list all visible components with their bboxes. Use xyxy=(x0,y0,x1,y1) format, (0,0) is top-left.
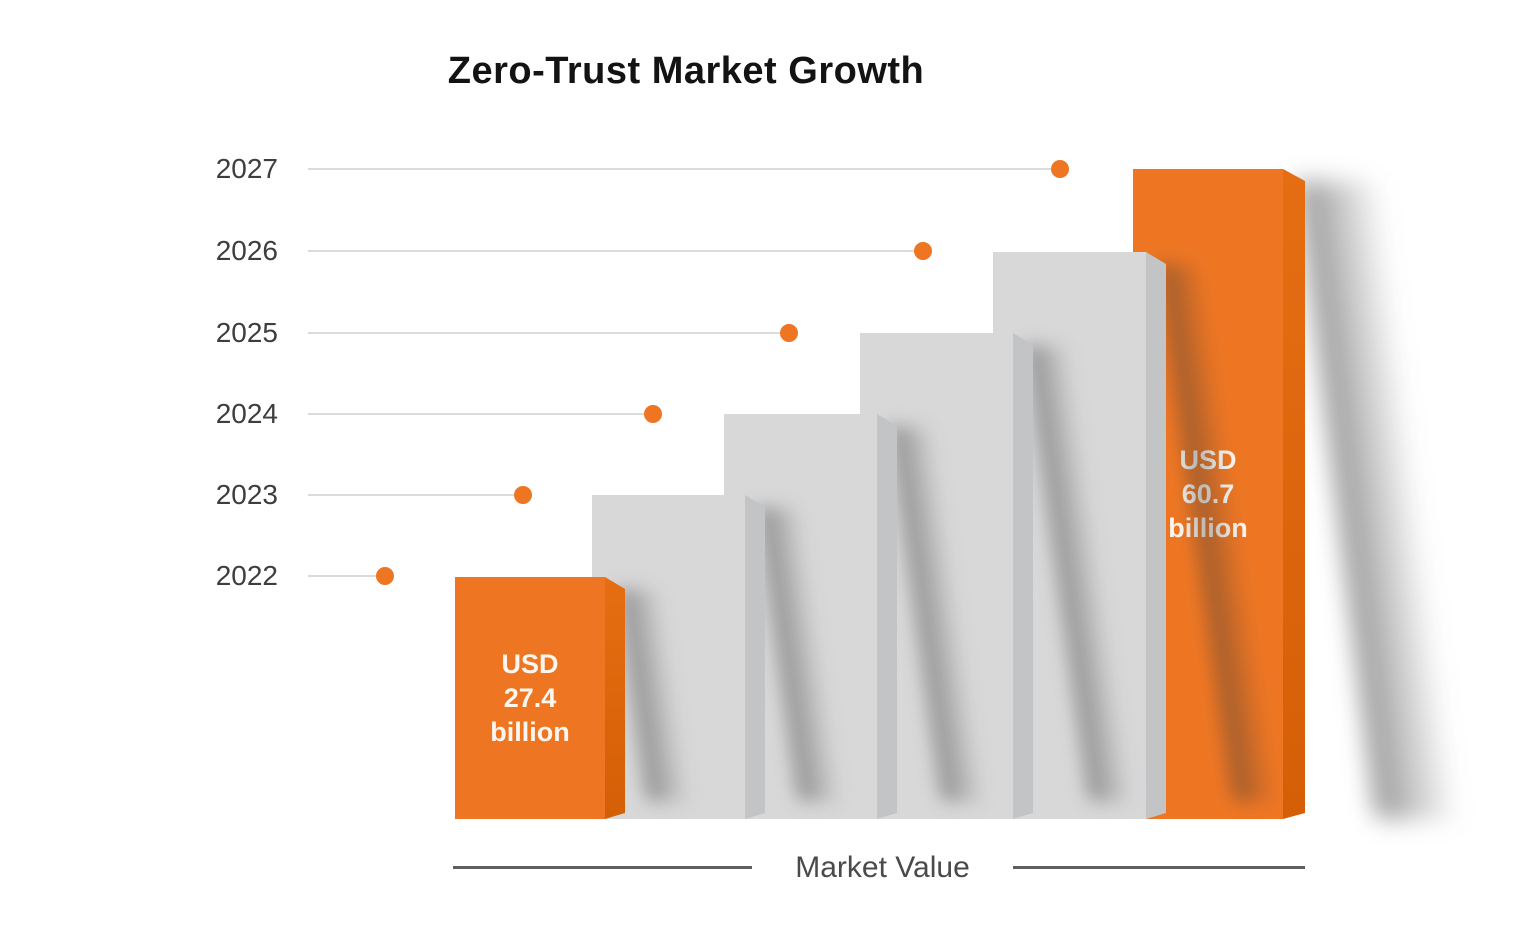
gridline-2027 xyxy=(308,168,1052,170)
bar-2024-side-edge xyxy=(877,414,897,819)
year-tick-label-2024: 2024 xyxy=(215,398,278,429)
year-dot-2025 xyxy=(780,324,798,342)
gridline-2024 xyxy=(308,413,645,415)
chart-title: Zero-Trust Market Growth xyxy=(447,50,925,92)
bar-2022-label-line3: billion xyxy=(490,717,570,747)
bar-2022-label-line1: USD xyxy=(501,649,559,679)
year-dot-2022 xyxy=(376,567,394,585)
bar-2022-value-label: USD 27.4 billion xyxy=(455,577,605,819)
bar-2022-face xyxy=(455,577,605,819)
gridline-2023 xyxy=(308,494,515,496)
bar-2022: USD 27.4 billion xyxy=(455,577,705,819)
bar-2025-side-edge xyxy=(1013,333,1033,819)
year-dot-2026 xyxy=(914,242,932,260)
gridline-2025 xyxy=(308,332,781,334)
bar-2027-side-edge xyxy=(1283,169,1305,819)
axis-rule-right xyxy=(1013,866,1305,869)
year-tick-label-2022: 2022 xyxy=(215,560,278,591)
gridline-2022 xyxy=(308,575,377,577)
bar-2022-side-edge xyxy=(605,577,625,819)
year-dot-2024 xyxy=(644,405,662,423)
bar-2027-shadow xyxy=(1297,181,1496,819)
year-tick-label-2026: 2026 xyxy=(215,235,278,266)
year-dot-2023 xyxy=(514,486,532,504)
gridline-2026 xyxy=(308,250,915,252)
x-axis-label: Market Value xyxy=(795,851,970,884)
bar-2023-side-edge xyxy=(745,495,765,819)
year-dot-2027 xyxy=(1051,160,1069,178)
year-tick-label-2027: 2027 xyxy=(215,153,278,184)
year-tick-label-2023: 2023 xyxy=(215,479,278,510)
axis-rule-left xyxy=(453,866,752,869)
bar-2026-side-edge xyxy=(1146,252,1166,819)
bar-2022-label-line2: 27.4 xyxy=(503,683,557,713)
year-tick-label-2025: 2025 xyxy=(215,317,278,348)
